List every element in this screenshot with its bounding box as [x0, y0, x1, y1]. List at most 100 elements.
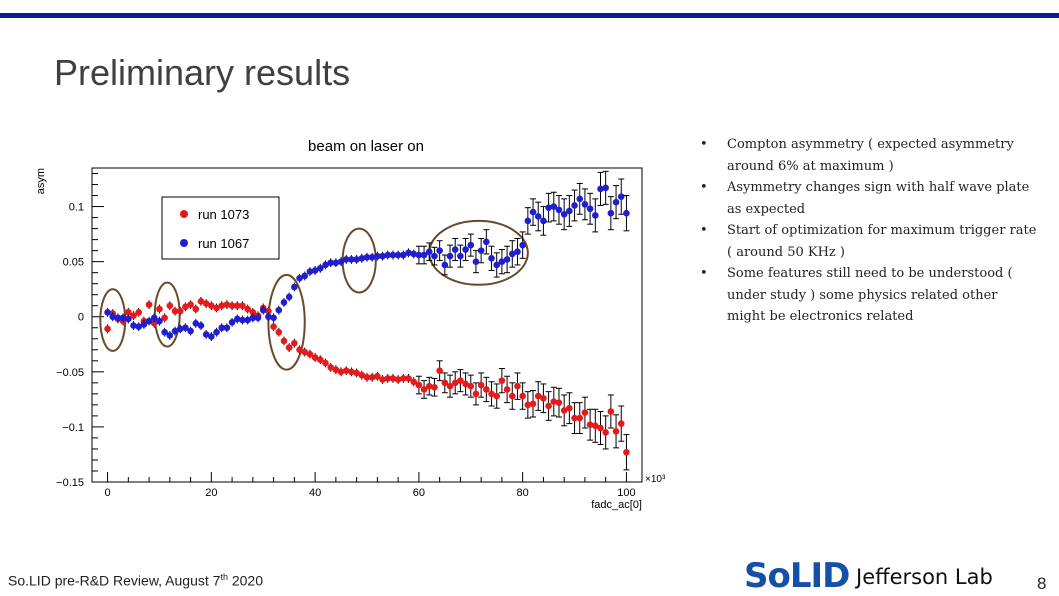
- data-point: [415, 381, 423, 389]
- data-point: [270, 323, 277, 330]
- bullet-item: • Some features still need to be understo…: [700, 263, 1040, 328]
- y-tick-label: 0.1: [69, 202, 84, 214]
- data-point: [477, 247, 485, 254]
- data-point: [581, 201, 589, 208]
- data-point: [514, 382, 521, 390]
- data-point: [420, 386, 428, 393]
- data-point: [254, 314, 262, 322]
- data-point: [436, 247, 443, 254]
- data-point: [550, 398, 558, 405]
- data-point: [472, 258, 480, 265]
- data-point: [358, 371, 366, 379]
- data-point: [400, 375, 407, 382]
- data-point: [348, 256, 355, 263]
- asymmetry-chart: run 1073 run 1067 0 20 40 60 80 100 0.1 0.05 0 −0.…: [35, 138, 666, 511]
- data-point: [623, 209, 630, 217]
- data-point: [519, 392, 526, 400]
- data-point: [104, 325, 111, 333]
- data-point: [602, 184, 609, 192]
- data-point: [327, 259, 334, 267]
- data-point: [545, 204, 552, 211]
- data-point: [223, 324, 231, 332]
- data-point: [503, 386, 511, 393]
- data-point: [586, 205, 594, 213]
- data-point: [612, 198, 620, 206]
- footer-text-main: So.LID pre-R&D Review, August 7: [8, 572, 221, 589]
- solid-logo: SoLID: [744, 556, 850, 596]
- data-point: [581, 409, 589, 416]
- x-tick-label: 20: [205, 487, 217, 499]
- data-point: [322, 359, 329, 367]
- data-point: [514, 248, 521, 256]
- data-point: [208, 333, 215, 340]
- data-point: [405, 249, 412, 257]
- data-point: [135, 309, 142, 316]
- data-point: [306, 350, 314, 358]
- data-point: [182, 303, 189, 311]
- data-point: [265, 307, 272, 315]
- data-point: [348, 368, 355, 376]
- data-point: [218, 324, 226, 332]
- data-point: [296, 346, 303, 354]
- data-point: [612, 428, 620, 435]
- y-tick-label: −0.05: [56, 367, 84, 379]
- data-point: [156, 317, 163, 325]
- data-point: [425, 382, 433, 390]
- data-point: [104, 309, 111, 316]
- data-point: [176, 307, 184, 315]
- data-point: [285, 293, 293, 301]
- data-point: [140, 321, 148, 328]
- data-point: [130, 322, 137, 329]
- data-point: [130, 312, 137, 319]
- data-point: [228, 318, 236, 326]
- plot-frame: [91, 167, 643, 483]
- data-point: [431, 252, 438, 260]
- data-point: [125, 309, 132, 316]
- data-point: [342, 256, 350, 263]
- data-point: [145, 317, 153, 325]
- data-point: [176, 325, 184, 333]
- data-point: [379, 376, 386, 383]
- data-point: [249, 309, 257, 316]
- data-point: [208, 302, 215, 310]
- data-point: [477, 381, 485, 389]
- data-point: [332, 259, 340, 267]
- bullet-dot: •: [700, 180, 708, 195]
- legend-label: run 1073: [198, 207, 249, 222]
- data-point: [156, 305, 163, 313]
- data-point: [233, 315, 241, 323]
- data-point: [296, 274, 303, 282]
- data-point: [187, 327, 194, 335]
- data-point: [410, 250, 417, 258]
- legend-box: [161, 196, 280, 260]
- data-point: [389, 375, 397, 382]
- data-point: [571, 414, 578, 422]
- highlight-ellipse: [153, 281, 181, 348]
- data-point: [322, 261, 329, 269]
- bullet-dot: •: [700, 266, 708, 281]
- data-point: [550, 203, 558, 210]
- data-point: [291, 339, 298, 347]
- data-point: [228, 302, 236, 310]
- data-point: [213, 328, 220, 336]
- data-point: [519, 241, 526, 249]
- x-tick-label: 40: [309, 487, 321, 499]
- data-point: [218, 302, 226, 310]
- data-point: [150, 314, 158, 322]
- chart-title: beam on laser on: [308, 138, 424, 155]
- data-point: [394, 376, 402, 383]
- data-point: [187, 301, 194, 308]
- data-point: [337, 258, 345, 265]
- data-point: [109, 313, 117, 321]
- bullet-list: • Compton asymmetry ( expected asymmetry …: [700, 134, 1040, 328]
- data-point: [202, 300, 210, 307]
- data-point: [223, 301, 231, 308]
- data-point: [394, 251, 402, 259]
- data-point: [192, 320, 200, 327]
- bullet-dot: •: [700, 137, 708, 152]
- data-point: [265, 313, 272, 321]
- data-point: [259, 306, 267, 314]
- data-point: [166, 332, 174, 339]
- data-point: [436, 367, 443, 375]
- data-point: [389, 251, 397, 259]
